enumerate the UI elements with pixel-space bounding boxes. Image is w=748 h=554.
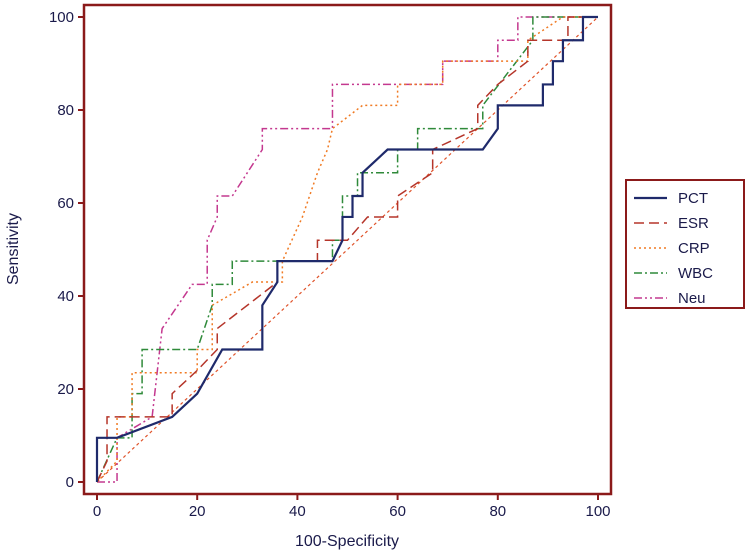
y-tick-label: 20 xyxy=(57,381,74,398)
x-axis-title: 100-Specificity xyxy=(295,533,399,550)
legend-box xyxy=(625,179,745,309)
x-tick-label: 80 xyxy=(489,503,506,520)
x-tick-label: 100 xyxy=(585,503,610,520)
series-layer xyxy=(95,15,599,483)
series-line-esr xyxy=(96,16,598,483)
legend-label-pct: PCT xyxy=(678,190,708,207)
y-tick-label: 60 xyxy=(57,195,74,212)
y-axis-title: Sensitivity xyxy=(5,213,22,285)
series-line-pct xyxy=(95,15,598,482)
y-tick-label: 100 xyxy=(49,9,74,26)
legend: PCT ESR CRP WBC Neu xyxy=(625,179,745,309)
legend-label-crp: CRP xyxy=(678,240,710,257)
x-tick-label: 60 xyxy=(389,503,406,520)
x-tick-label: 40 xyxy=(289,503,306,520)
y-tick-label: 40 xyxy=(57,288,74,305)
x-tick-label: 0 xyxy=(93,503,101,520)
legend-label-wbc: WBC xyxy=(678,265,713,282)
legend-label-neu: Neu xyxy=(678,290,706,307)
y-tick-label: 80 xyxy=(57,102,74,119)
series-line-neu xyxy=(97,16,598,483)
series-line-crp xyxy=(96,16,598,483)
legend-label-esr: ESR xyxy=(678,215,709,232)
x-tick-label: 20 xyxy=(189,503,206,520)
y-tick-labels: 0 20 40 60 80 100 xyxy=(49,9,74,491)
tick-marks xyxy=(78,16,599,500)
x-tick-labels: 0 20 40 60 80 100 xyxy=(93,503,611,520)
y-tick-label: 0 xyxy=(66,474,74,491)
